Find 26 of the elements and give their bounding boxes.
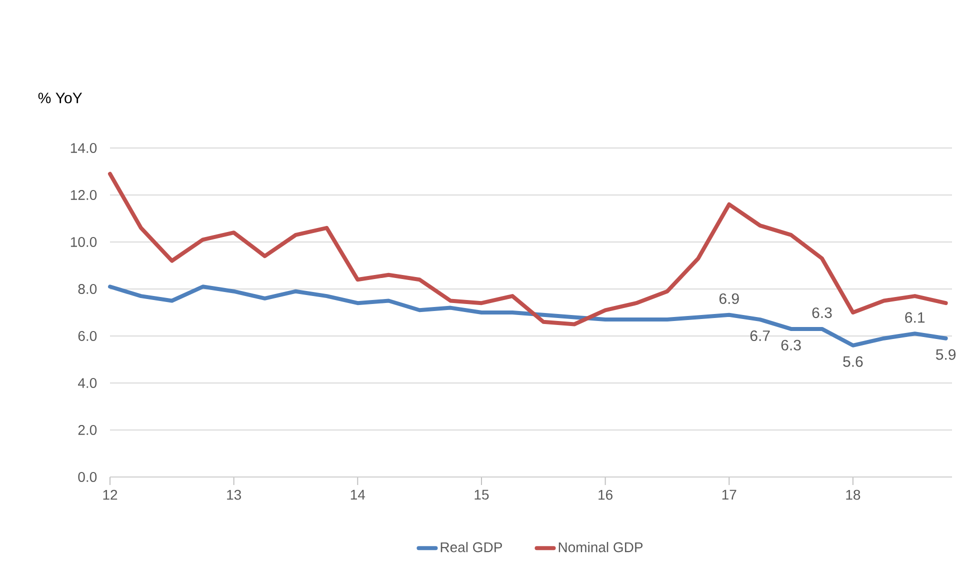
x-tick-label: 17 [722,490,736,500]
y-tick-label: 0.0 [78,472,97,482]
data-label: 6.3 [781,340,801,350]
x-tick-label: 12 [103,490,118,500]
y-tick-label: 10.0 [70,237,97,247]
data-label: 6.9 [719,293,739,304]
data-label: 6.7 [750,330,770,342]
data-label: 5.6 [843,356,863,367]
y-tick-label: 2.0 [78,425,97,435]
data-label: 5.9 [936,349,956,360]
x-tick-label: 16 [598,490,612,500]
y-tick-label: 6.0 [78,331,97,341]
y-tick-label: 8.0 [78,284,97,294]
y-tick-label: 4.0 [78,378,97,388]
x-tick-label: 18 [846,490,860,500]
data-label: 6.3 [812,307,832,318]
x-tick-label: 13 [227,490,241,500]
line-series [108,172,948,326]
legend-label: Nominal GDP [558,542,643,552]
data-label: 6.1 [905,312,925,323]
y-tick-label: 12.0 [70,190,97,200]
y-axis-title: % YoY [38,92,82,104]
y-tick-label: 14.0 [70,143,97,153]
x-tick-label: 14 [350,490,366,500]
legend-label: Real GDP [440,542,502,552]
x-tick-label: 15 [474,490,489,500]
